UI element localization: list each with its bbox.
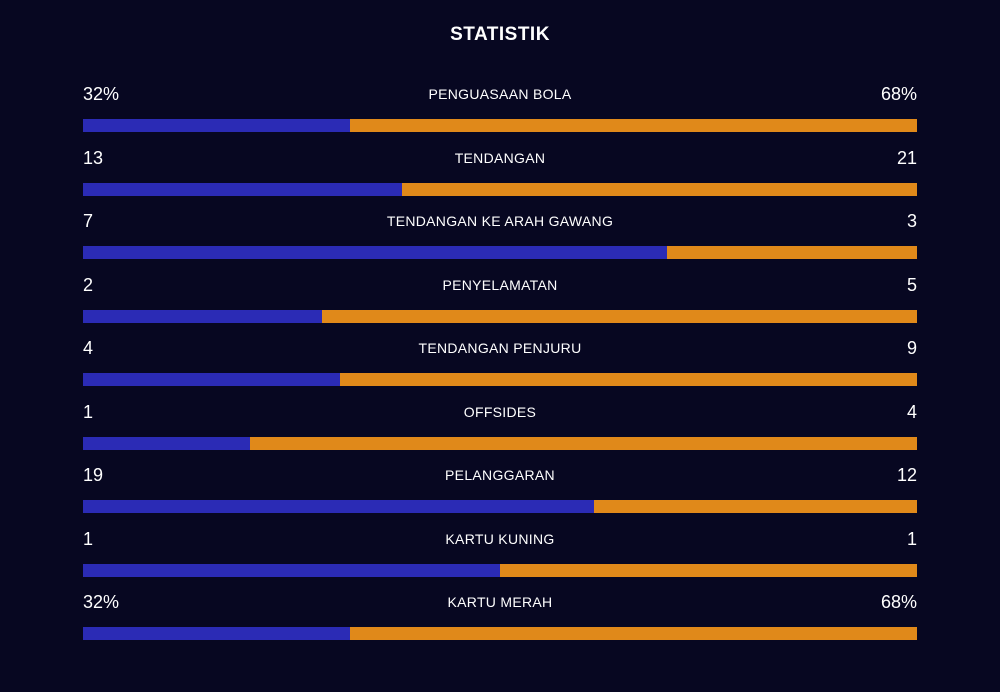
- home-bar-segment: [83, 119, 350, 132]
- home-bar-segment: [83, 309, 322, 323]
- stat-row: 19 PELANGGARAN 12: [83, 461, 917, 525]
- stat-header: 19 PELANGGARAN 12: [83, 461, 917, 489]
- stat-row: 1 OFFSIDES 4: [83, 398, 917, 462]
- away-value: 21: [896, 147, 917, 168]
- home-value: 32%: [83, 84, 120, 104]
- stat-row: 7 TENDANGAN KE ARAH GAWANG 3: [83, 207, 917, 271]
- home-bar-segment: [83, 627, 350, 640]
- stat-label: PELANGGARAN: [445, 467, 555, 483]
- away-bar-segment: [349, 119, 917, 132]
- stat-header: 32% KARTU MERAH 68%: [83, 588, 917, 616]
- stat-header: 32% PENGUASAAN BOLA 68%: [83, 80, 917, 108]
- away-value: 1: [906, 528, 917, 549]
- away-value: 4: [906, 401, 917, 422]
- stat-label: TENDANGAN: [454, 149, 546, 166]
- away-bar-segment: [500, 563, 917, 577]
- home-bar-segment: [83, 246, 667, 259]
- stat-header: 4 TENDANGAN PENJURU 9: [83, 334, 917, 362]
- home-value: 1: [83, 401, 94, 422]
- away-bar-segment: [349, 627, 917, 640]
- home-value: 1: [83, 528, 94, 549]
- home-bar-segment: [83, 500, 595, 513]
- away-bar-segment: [321, 309, 917, 323]
- comparison-bar: [83, 627, 917, 640]
- stat-header: 13 TENDANGAN 21: [83, 144, 917, 172]
- away-value: 68%: [880, 84, 917, 104]
- stat-header: 2 PENYELAMATAN 5: [83, 271, 917, 299]
- stat-row: 13 TENDANGAN 21: [83, 144, 917, 208]
- stat-label: PENGUASAAN BOLA: [428, 86, 572, 102]
- home-value: 19: [83, 465, 104, 485]
- stat-label: KARTU MERAH: [447, 594, 553, 610]
- home-bar-segment: [83, 436, 250, 450]
- away-value: 5: [906, 274, 917, 295]
- stat-header: 1 KARTU KUNING 1: [83, 525, 917, 553]
- home-value: 4: [83, 338, 94, 358]
- home-bar-segment: [83, 373, 340, 386]
- away-value: 9: [906, 338, 917, 358]
- stat-header: 7 TENDANGAN KE ARAH GAWANG 3: [83, 207, 917, 235]
- away-bar-segment: [339, 373, 917, 386]
- home-value: 7: [83, 211, 94, 231]
- stat-label: TENDANGAN KE ARAH GAWANG: [386, 213, 614, 229]
- stat-row: 32% KARTU MERAH 68%: [83, 588, 917, 652]
- comparison-bar: [83, 246, 917, 259]
- away-bar-segment: [249, 436, 917, 450]
- stat-label: TENDANGAN PENJURU: [418, 340, 582, 356]
- away-bar-segment: [666, 246, 917, 259]
- stat-label: OFFSIDES: [463, 403, 537, 420]
- comparison-bar: [83, 436, 917, 450]
- comparison-bar: [83, 119, 917, 132]
- home-value: 2: [83, 274, 94, 295]
- home-bar-segment: [83, 563, 500, 577]
- away-value: 12: [896, 465, 917, 485]
- stats-list: 32% PENGUASAAN BOLA 68% 13 TENDANGAN 21 7 TENDA…: [83, 80, 917, 652]
- comparison-bar: [83, 182, 917, 196]
- comparison-bar: [83, 563, 917, 577]
- away-value: 68%: [880, 592, 917, 612]
- stat-label: PENYELAMATAN: [442, 276, 558, 293]
- away-bar-segment: [401, 182, 917, 196]
- away-bar-segment: [594, 500, 917, 513]
- stat-header: 1 OFFSIDES 4: [83, 398, 917, 426]
- stat-row: 32% PENGUASAAN BOLA 68%: [83, 80, 917, 144]
- stat-row: 1 KARTU KUNING 1: [83, 525, 917, 589]
- comparison-bar: [83, 373, 917, 386]
- away-value: 3: [906, 211, 917, 231]
- home-value: 13: [83, 147, 104, 168]
- comparison-bar: [83, 309, 917, 323]
- stat-row: 2 PENYELAMATAN 5: [83, 271, 917, 335]
- stats-title: STATISTIK: [450, 24, 550, 45]
- stat-label: KARTU KUNING: [445, 530, 555, 547]
- comparison-bar: [83, 500, 917, 513]
- home-value: 32%: [83, 592, 120, 612]
- home-bar-segment: [83, 182, 402, 196]
- stat-row: 4 TENDANGAN PENJURU 9: [83, 334, 917, 398]
